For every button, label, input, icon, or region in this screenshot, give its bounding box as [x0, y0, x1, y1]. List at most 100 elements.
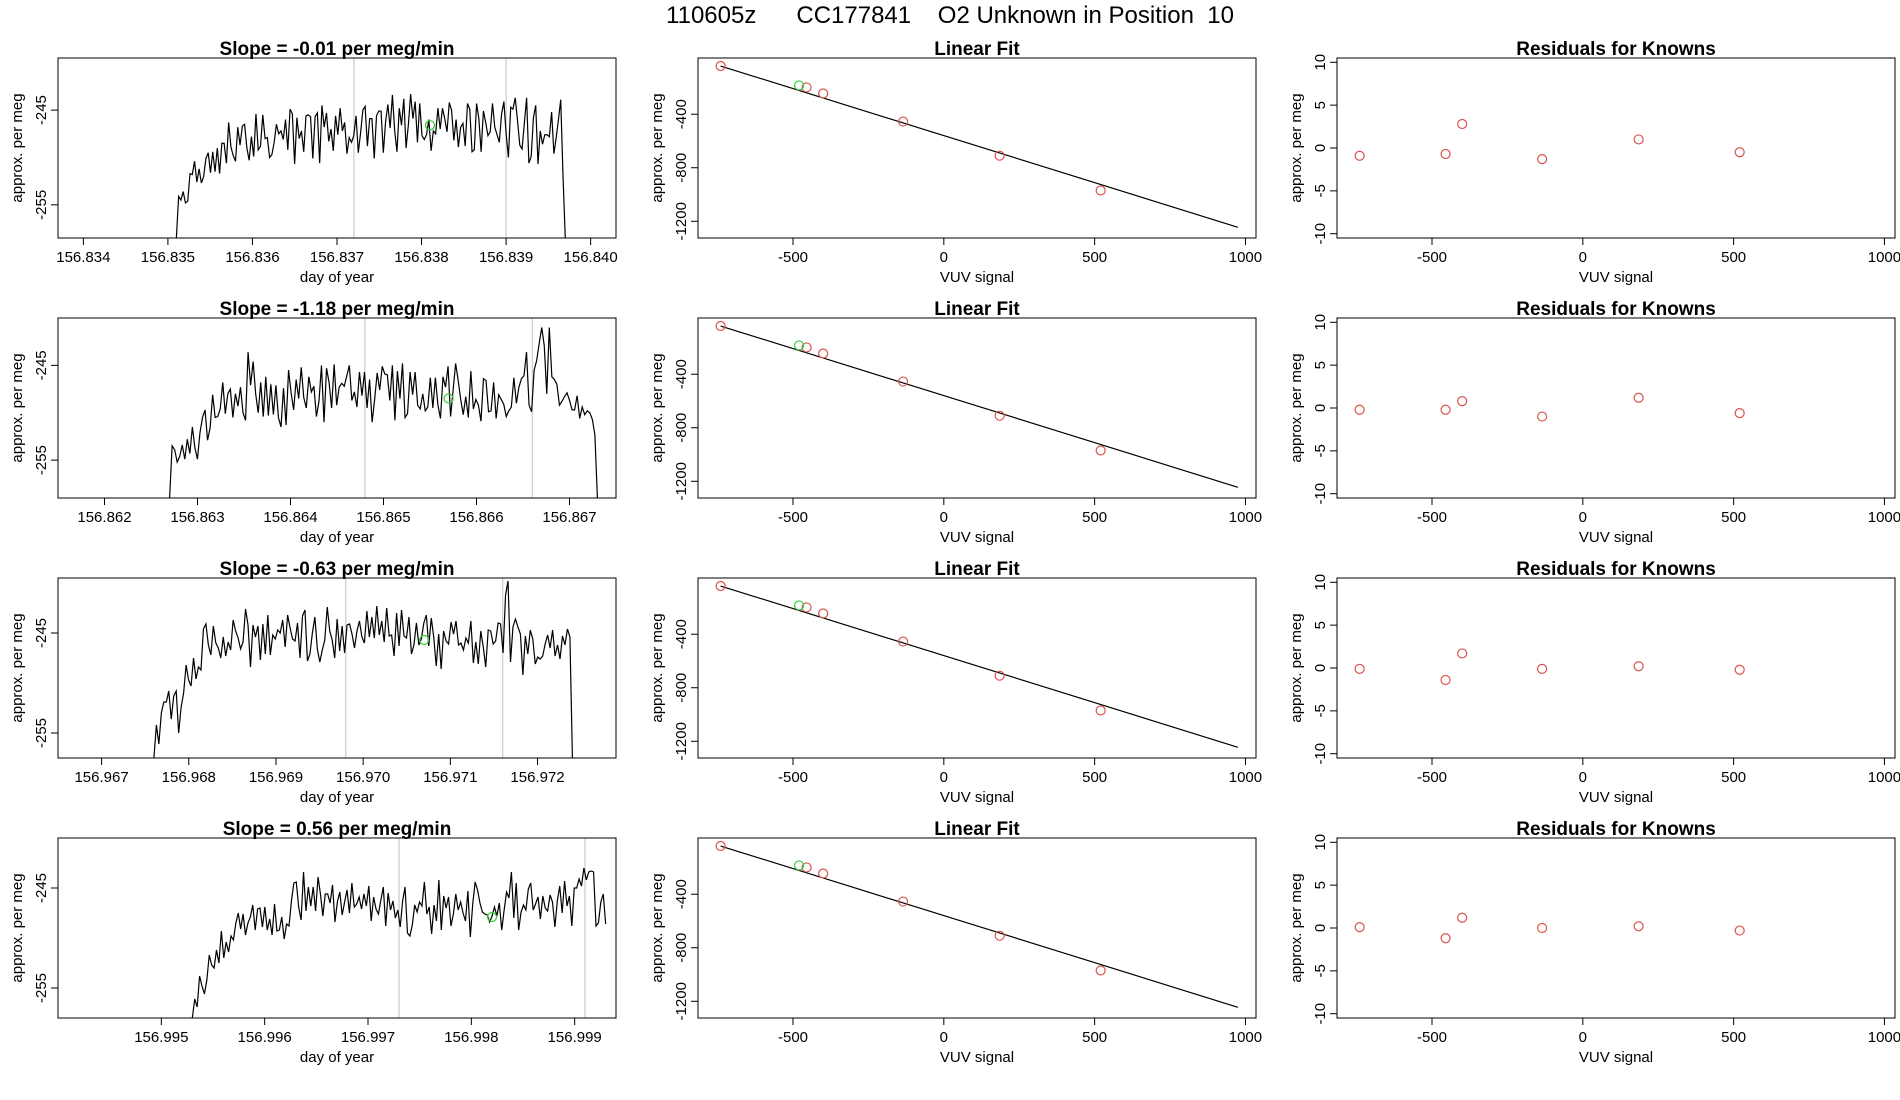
- residual-point: [1457, 396, 1468, 407]
- y-tick-label: -255: [33, 973, 50, 1003]
- x-axis-label: day of year: [300, 789, 374, 806]
- panel-linear-fit-4: -500 0 500 1000 -400 -800 -1200 Linear Fit VUV s…: [649, 819, 1262, 1066]
- y-tick-label: 10: [1312, 574, 1329, 591]
- y-axis-label: approx. per meg: [1288, 93, 1305, 202]
- known-point: [994, 150, 1005, 161]
- x-axis-label: day of year: [300, 1049, 374, 1066]
- residual-point: [1440, 148, 1451, 160]
- x-tick-label: 1000: [1868, 1029, 1900, 1046]
- known-point: [715, 320, 726, 332]
- known-point: [1095, 445, 1106, 456]
- x-axis-label: VUV signal: [1579, 529, 1653, 546]
- panel-title: Linear Fit: [934, 559, 1020, 580]
- y-axis-label: approx. per meg: [649, 873, 666, 982]
- x-tick-label: 1000: [1868, 769, 1900, 786]
- page-title: 110605z CC177841 O2 Unknown in Position …: [666, 2, 1234, 29]
- known-point: [1095, 185, 1106, 196]
- x-axis-label: VUV signal: [940, 269, 1014, 286]
- y-axis-label: approx. per meg: [1288, 353, 1305, 462]
- y-tick-label: -1200: [673, 722, 690, 760]
- series-trace: [191, 867, 607, 1018]
- residual-point: [1537, 154, 1548, 165]
- y-tick-label: -10: [1312, 1003, 1329, 1025]
- plot-frame: [57, 577, 617, 759]
- y-tick-label: -400: [673, 879, 690, 909]
- x-tick-label: 156.999: [548, 1029, 602, 1046]
- x-tick-label: 156.968: [162, 769, 216, 786]
- x-tick-label: 156.971: [423, 769, 477, 786]
- residual-point: [1457, 118, 1468, 130]
- y-axis-label: approx. per meg: [9, 873, 26, 982]
- plot-area: [715, 60, 1239, 228]
- x-axis-label: day of year: [300, 269, 374, 286]
- plot-area: [715, 320, 1239, 488]
- plot-area: [175, 58, 566, 238]
- panel-residuals-2: -500 0 500 1000 10 5 0 -5 -10 Residuals for Known…: [1288, 299, 1900, 546]
- x-tick-label: -500: [778, 509, 808, 526]
- known-point: [1095, 705, 1106, 716]
- residual-point: [1440, 933, 1451, 944]
- known-point: [994, 930, 1005, 941]
- panel-linear-fit-3: -500 0 500 1000 -400 -800 -1200 Linear Fit VUV s…: [649, 559, 1262, 806]
- residual-point: [1633, 921, 1644, 932]
- panel-linear-fit-2: -500 0 500 1000 -400 -800 -1200 Linear Fit VUV s…: [649, 299, 1262, 546]
- unknown-point: [424, 120, 436, 131]
- x-axis-label: day of year: [300, 529, 374, 546]
- plot-frame: [57, 837, 617, 1019]
- unknown-point: [793, 80, 805, 91]
- panel-time-series-3: 156.967 156.968 156.969 156.970 156.971 156.9…: [9, 559, 617, 806]
- x-tick-label: 500: [1721, 249, 1746, 266]
- x-tick-label: 156.834: [56, 249, 110, 266]
- y-tick-label: 5: [1312, 361, 1329, 369]
- x-tick-label: 500: [1721, 769, 1746, 786]
- x-tick-label: 156.866: [449, 509, 503, 526]
- unknown-point: [793, 600, 805, 611]
- y-tick-label: -255: [33, 190, 50, 220]
- x-axis-label: VUV signal: [1579, 1049, 1653, 1066]
- x-tick-label: -500: [1417, 249, 1447, 266]
- fit-line: [720, 325, 1239, 488]
- x-tick-label: 0: [940, 1029, 948, 1046]
- plot-frame: [1336, 317, 1896, 499]
- x-tick-label: 0: [940, 509, 948, 526]
- y-axis-label: approx. per meg: [9, 353, 26, 462]
- panel-title: Residuals for Knowns: [1516, 819, 1716, 840]
- panel-title: Slope = 0.56 per meg/min: [223, 819, 452, 840]
- x-tick-label: 156.863: [170, 509, 224, 526]
- unknown-point: [793, 860, 805, 871]
- unknown-point: [419, 634, 430, 646]
- known-point: [898, 376, 909, 387]
- x-tick-label: 1000: [1868, 249, 1900, 266]
- x-tick-label: 156.839: [479, 249, 533, 266]
- panel-residuals-4: -500 0 500 1000 10 5 0 -5 -10 Residuals for Known…: [1288, 819, 1900, 1066]
- x-axis-label: VUV signal: [940, 1049, 1014, 1066]
- plot-area: [715, 840, 1239, 1008]
- panel-title: Linear Fit: [934, 39, 1020, 60]
- y-tick-label: -245: [33, 618, 50, 648]
- y-tick-label: -1200: [673, 202, 690, 240]
- x-tick-label: 500: [1721, 509, 1746, 526]
- x-tick-label: 156.867: [542, 509, 596, 526]
- y-tick-label: 0: [1312, 404, 1329, 412]
- panel-title: Slope = -1.18 per meg/min: [220, 299, 455, 320]
- residual-point: [1440, 404, 1451, 415]
- x-tick-label: 0: [1579, 1029, 1587, 1046]
- plot-area: [1354, 118, 1745, 165]
- residual-point: [1734, 925, 1745, 936]
- y-tick-label: 0: [1312, 924, 1329, 932]
- fit-line: [720, 585, 1239, 748]
- y-tick-label: -245: [33, 95, 50, 125]
- residual-point: [1734, 408, 1745, 419]
- known-point: [994, 410, 1005, 421]
- y-tick-label: -5: [1312, 444, 1329, 457]
- residual-point: [1354, 922, 1365, 933]
- residual-point: [1457, 912, 1468, 923]
- known-point: [818, 88, 829, 99]
- x-tick-label: 500: [1082, 509, 1107, 526]
- y-tick-label: -5: [1312, 184, 1329, 197]
- known-point: [818, 868, 829, 879]
- known-point: [818, 348, 829, 359]
- x-axis-label: VUV signal: [1579, 269, 1653, 286]
- residual-point: [1633, 661, 1644, 672]
